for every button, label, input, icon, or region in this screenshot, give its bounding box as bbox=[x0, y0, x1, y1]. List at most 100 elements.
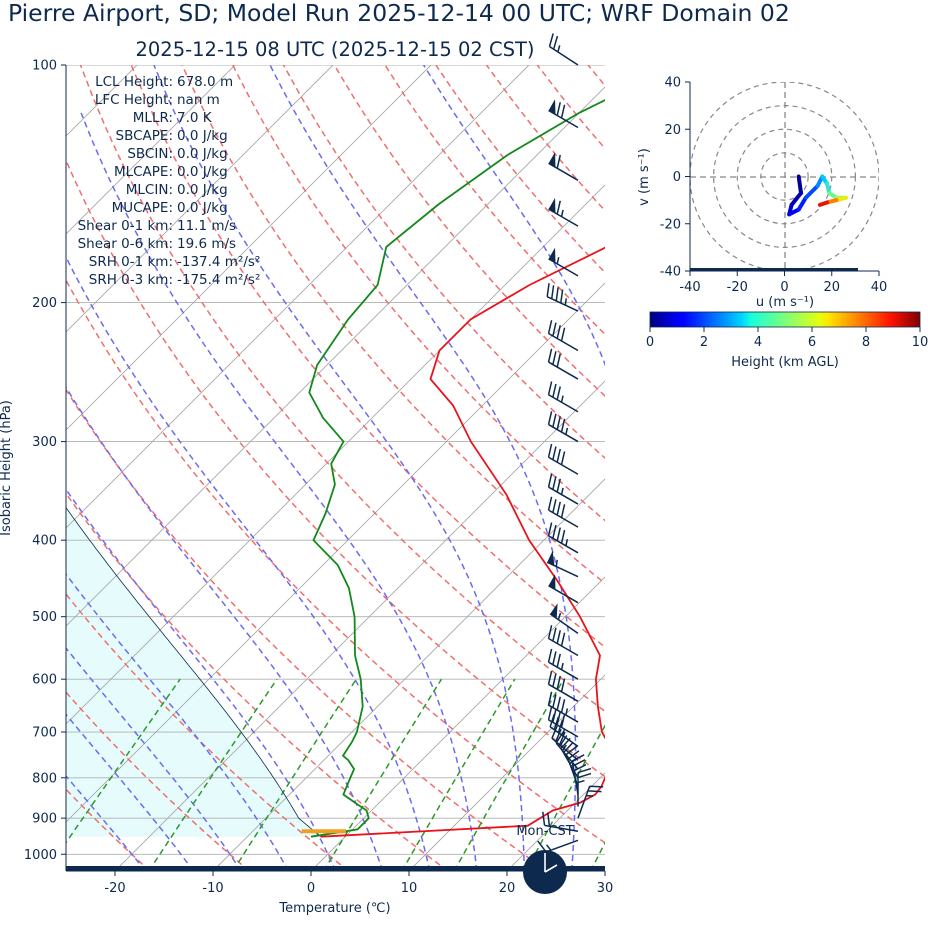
mixing-ratio-line bbox=[148, 678, 278, 871]
barb-shaft bbox=[549, 45, 579, 66]
stat-label: SBCIN: bbox=[127, 146, 173, 162]
barb-full bbox=[587, 790, 602, 793]
stat-label: LCL Height: bbox=[95, 74, 173, 90]
wind-barb bbox=[548, 99, 579, 129]
hodograph-x-label: u (m s⁻¹) bbox=[756, 295, 814, 310]
isotherm bbox=[408, 674, 605, 871]
y-tick-label: 200 bbox=[32, 296, 57, 311]
wind-barb bbox=[577, 785, 604, 819]
wind-barb bbox=[548, 152, 579, 181]
stat-value: 0.0 J/kg bbox=[177, 200, 228, 216]
stat-value: 19.6 m/s bbox=[177, 236, 236, 252]
barb-full bbox=[552, 351, 557, 365]
wind-barb bbox=[546, 550, 579, 578]
wind-barb bbox=[549, 603, 579, 635]
barb-full bbox=[562, 742, 574, 754]
dry-adiabat bbox=[66, 492, 449, 871]
barb-half bbox=[560, 395, 564, 403]
stat-value: nan m bbox=[177, 92, 220, 108]
colorbar-ticks: 0 2 4 6 8 10 bbox=[646, 327, 928, 350]
barb-shaft bbox=[548, 683, 579, 702]
barb-full bbox=[550, 285, 555, 299]
mixing-ratio-line bbox=[525, 724, 605, 871]
barb-full bbox=[572, 759, 586, 767]
barb-shaft bbox=[546, 561, 579, 578]
stat-label: MLLR: bbox=[133, 110, 173, 126]
dry-adiabat bbox=[66, 592, 350, 871]
barb-full bbox=[560, 104, 566, 119]
skewed-isotherms bbox=[66, 65, 605, 871]
stat-label: SRH 0-1 km: bbox=[89, 254, 173, 270]
barb-full bbox=[556, 200, 561, 215]
hodograph-trace bbox=[787, 174, 848, 217]
clock-label: Mon-CST bbox=[516, 824, 573, 839]
barb-half bbox=[564, 298, 567, 306]
x-tick-label: 10 bbox=[401, 881, 418, 896]
colorbar-tick-label: 4 bbox=[754, 335, 762, 350]
barb-full bbox=[547, 670, 553, 685]
dry-adiabat bbox=[66, 691, 250, 871]
colorbar bbox=[649, 311, 921, 328]
barb-full bbox=[551, 725, 558, 739]
y-tick-label: 800 bbox=[32, 771, 57, 786]
barb-full bbox=[558, 735, 568, 748]
barb-full bbox=[560, 699, 566, 713]
barb-full bbox=[552, 627, 557, 642]
barb-full bbox=[552, 524, 557, 539]
barb-full bbox=[571, 754, 585, 762]
hodograph-x-tick-label: 0 bbox=[780, 280, 788, 295]
barb-full bbox=[558, 731, 566, 746]
hodograph-segment bbox=[789, 191, 804, 207]
barb-half bbox=[555, 559, 558, 567]
temperature-axis-ticks: -20 -10 0 10 20 30 bbox=[104, 871, 613, 896]
colorbar-tick-label: 6 bbox=[808, 335, 816, 350]
barb-full bbox=[556, 653, 561, 668]
barb-full bbox=[577, 772, 592, 779]
stat-value: -137.4 m²/s² bbox=[177, 254, 260, 270]
x-axis-label: Temperature (℃) bbox=[278, 901, 390, 916]
barb-full bbox=[567, 750, 580, 760]
barb-shaft bbox=[571, 760, 579, 795]
moist-adiabat bbox=[66, 385, 384, 871]
dry-adiabat bbox=[282, 65, 605, 460]
barb-shaft bbox=[577, 785, 591, 819]
wind-barb bbox=[547, 381, 579, 413]
barb-half bbox=[561, 744, 567, 752]
hodograph-y-tick-label: 20 bbox=[664, 123, 681, 138]
wind-barb bbox=[547, 473, 579, 505]
dry-adiabat bbox=[485, 65, 605, 212]
barb-half bbox=[557, 45, 561, 53]
dewpoint-profile bbox=[308, 99, 605, 838]
barb-shaft bbox=[548, 704, 579, 723]
barb-full bbox=[560, 737, 571, 749]
barb-full bbox=[552, 446, 557, 460]
stat-label: MLCIN: bbox=[126, 182, 173, 198]
barb-full bbox=[547, 411, 553, 425]
dry-adiabat bbox=[536, 65, 605, 150]
isotherm bbox=[212, 478, 605, 871]
hodograph-ticks: -40 -20 0 20 40 -40 -20 0 20 40 bbox=[660, 76, 888, 296]
parcel-path bbox=[66, 506, 322, 838]
isotherm bbox=[66, 184, 605, 725]
wind-barb bbox=[547, 691, 579, 723]
dry-adiabat bbox=[740, 65, 928, 871]
stat-label: SRH 0-3 km: bbox=[89, 272, 173, 288]
moist-adiabat bbox=[153, 65, 526, 871]
wind-barb bbox=[547, 496, 579, 528]
moist-adiabat bbox=[66, 255, 431, 871]
hodograph-y-tick-label: 0 bbox=[673, 170, 681, 185]
barb-full bbox=[552, 651, 557, 665]
moist-adiabat bbox=[66, 573, 290, 871]
barb-full bbox=[547, 320, 553, 334]
isotherm bbox=[66, 65, 334, 333]
barb-full bbox=[552, 413, 557, 428]
stat-label: Shear 0-6 km: bbox=[78, 236, 173, 252]
barb-shaft bbox=[548, 486, 579, 505]
stat-value: 0.0 J/kg bbox=[177, 146, 228, 162]
barb-full bbox=[547, 522, 553, 536]
colorbar-tick-label: 0 bbox=[646, 335, 654, 350]
hodograph-y-tick-label: 40 bbox=[664, 76, 681, 91]
barb-full bbox=[552, 476, 557, 490]
